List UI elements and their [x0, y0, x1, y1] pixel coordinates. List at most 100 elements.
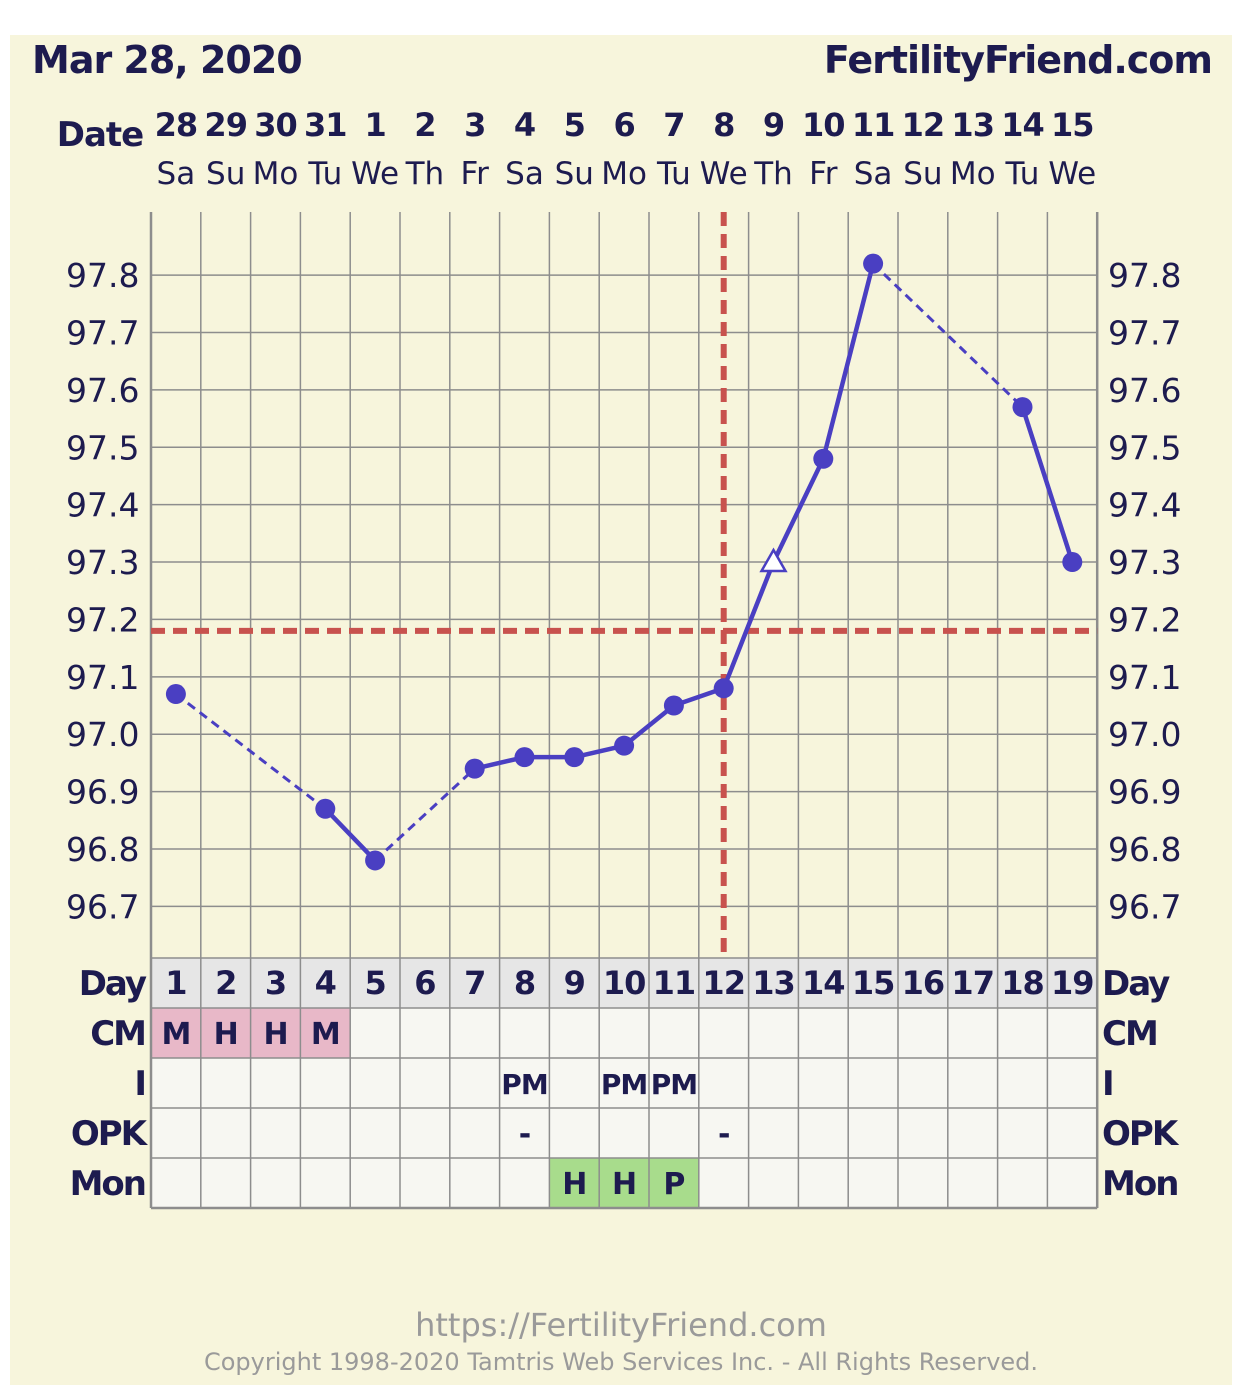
day-value: 5	[364, 964, 385, 1002]
weekday-label: Su	[555, 156, 594, 192]
mon-cell	[250, 1158, 301, 1208]
temperature-point	[564, 747, 585, 768]
date-label: 31	[304, 106, 347, 144]
weekday-label: Th	[405, 156, 445, 192]
i-cell	[400, 1058, 450, 1108]
site-brand[interactable]: FertilityFriend.com	[823, 38, 1213, 82]
mon-value: H	[562, 1167, 586, 1202]
day-cell	[748, 958, 799, 1008]
temperature-line-segment	[323, 807, 377, 863]
opk-cell	[947, 1108, 998, 1158]
day-value: 14	[802, 964, 845, 1002]
date-row-label: Date	[57, 115, 143, 155]
opk-cell	[400, 1108, 450, 1158]
opk-cell	[898, 1108, 948, 1158]
day-value: 8	[514, 964, 535, 1002]
y-tick-label-left: 97.5	[66, 428, 139, 467]
day-cell	[947, 958, 998, 1008]
cm-cell	[449, 1008, 500, 1058]
i-cell	[947, 1058, 998, 1108]
y-tick-label-right: 97.6	[1108, 371, 1181, 410]
weekday-label: Fr	[461, 156, 490, 192]
date-label: 14	[1001, 106, 1044, 144]
y-tick-label-left: 97.6	[66, 371, 139, 410]
day-cell	[250, 958, 301, 1008]
weekday-label: Mo	[950, 156, 996, 192]
footer-url[interactable]: https://FertilityFriend.com	[415, 1306, 827, 1344]
y-tick-label-right: 97.4	[1108, 486, 1181, 525]
y-tick-label-left: 97.7	[66, 314, 139, 353]
date-label: 10	[802, 106, 845, 144]
weekday-label: We	[1048, 156, 1096, 192]
day-value: 16	[902, 964, 945, 1002]
mon-cell	[698, 1158, 749, 1208]
i-cell	[698, 1058, 749, 1108]
opk-cell	[997, 1108, 1048, 1158]
date-label: 2	[414, 106, 435, 144]
opk-cell	[748, 1108, 799, 1158]
date-label: 29	[204, 106, 247, 144]
temperature-line-segment	[374, 767, 476, 862]
temperature-point	[514, 747, 535, 768]
temperature-point	[713, 678, 734, 699]
y-tick-label-right: 97.3	[1108, 543, 1181, 582]
mon-cell	[549, 1158, 600, 1208]
mon-value: P	[663, 1167, 684, 1202]
i-cell	[599, 1058, 649, 1108]
weekday-label: Sa	[157, 156, 196, 192]
cm-cell	[1047, 1008, 1098, 1058]
y-tick-label-left: 97.4	[66, 486, 139, 525]
temperature-line-segment	[622, 703, 676, 748]
y-tick-label-right: 97.1	[1108, 658, 1181, 697]
temperature-point	[1012, 397, 1033, 418]
weekday-label: We	[351, 156, 399, 192]
cm-value: H	[263, 1017, 287, 1052]
mon-cell	[449, 1158, 500, 1208]
temperature-line-segment	[872, 262, 1024, 409]
y-tick-label-right: 97.5	[1108, 428, 1181, 467]
day-cell	[400, 958, 450, 1008]
day-cell	[151, 958, 201, 1008]
mon-value: H	[612, 1167, 636, 1202]
day-value: 1	[165, 964, 186, 1002]
day-value: 19	[1051, 964, 1094, 1002]
day-value: 18	[1001, 964, 1044, 1002]
i-cell	[649, 1058, 699, 1108]
opk-value: -	[519, 1117, 530, 1152]
temperature-point	[663, 695, 684, 716]
date-label: 15	[1051, 106, 1094, 144]
date-label: 28	[155, 106, 198, 144]
weekday-label: Tu	[656, 156, 691, 192]
temperature-point	[165, 684, 186, 705]
y-tick-label-left: 96.8	[66, 830, 139, 869]
day-row-label: Day	[79, 964, 147, 1004]
day-value: 4	[315, 964, 336, 1002]
i-cell	[350, 1058, 400, 1108]
temperature-line-segment	[721, 561, 776, 690]
i-value: PM	[601, 1068, 647, 1101]
i-value: PM	[651, 1068, 697, 1101]
mon-cell	[848, 1158, 898, 1208]
cm-cell	[698, 1008, 749, 1058]
temperature-point	[813, 448, 834, 469]
date-label: 9	[763, 106, 784, 144]
date-label: 1	[364, 106, 385, 144]
weekday-label: Mo	[601, 156, 647, 192]
temperature-line-segment	[1020, 406, 1075, 563]
day-value: 11	[653, 964, 696, 1002]
opk-cell	[848, 1108, 898, 1158]
y-tick-label-right: 96.9	[1108, 773, 1181, 812]
day-value: 9	[564, 964, 585, 1002]
opk-cell	[200, 1108, 251, 1158]
weekday-label: Mo	[253, 156, 299, 192]
i-cell	[898, 1058, 948, 1108]
y-tick-label-left: 97.3	[66, 543, 139, 582]
temperature-point	[1062, 552, 1083, 573]
weekday-label: Su	[903, 156, 942, 192]
cm-cell	[499, 1008, 550, 1058]
opk-cell	[549, 1108, 600, 1158]
temperature-point	[315, 798, 336, 819]
opk-cell	[1047, 1108, 1098, 1158]
weekday-label: Th	[753, 156, 793, 192]
